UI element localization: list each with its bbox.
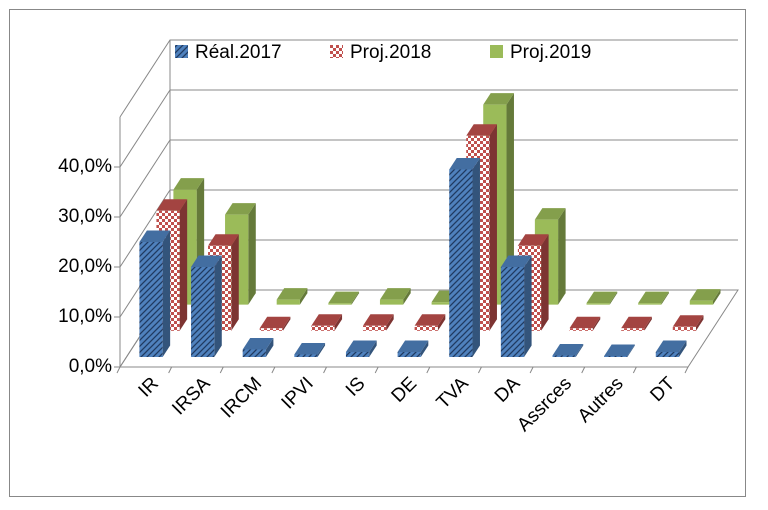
bar [655,340,687,357]
bar [586,291,618,305]
bar [379,288,411,305]
y-tick-label: 10,0% [58,306,112,327]
x-tick [323,366,327,374]
x-tick [116,366,121,374]
x-tick [529,366,534,374]
bar [397,340,429,357]
x-tick [581,366,586,374]
bar [139,230,171,357]
legend-label: Proj.2018 [350,42,431,63]
y-tick-label: 0,0% [69,356,112,377]
legend-label: Réal.2017 [195,42,282,63]
legend-swatch [175,45,188,58]
legend-label: Proj.2019 [510,42,591,63]
y-tick-label: 30,0% [58,206,112,227]
x-tick [374,366,379,374]
bar [449,157,480,357]
y-tick-label: 40,0% [58,156,112,177]
bar [672,315,704,331]
bar [191,255,222,357]
y-tick-label: 20,0% [58,256,112,277]
bar [276,288,308,305]
x-tick [426,366,431,374]
bar [414,314,446,331]
bar [328,291,360,305]
x-tick [219,366,224,374]
bar [294,342,326,357]
x-tick [684,366,689,374]
legend-swatch [330,45,343,58]
bar [638,291,669,305]
chart-frame [9,9,746,497]
bar [569,316,601,331]
bar [621,316,652,331]
bar [345,340,377,357]
bar [689,289,721,305]
x-tick [168,366,173,374]
x-tick [271,366,276,374]
bar [242,337,274,357]
bar [552,343,584,357]
x-tick [632,366,637,374]
bar [604,344,635,357]
legend-swatch [490,45,503,58]
bar [259,316,291,331]
bar [362,314,394,331]
bar [311,314,343,331]
x-tick [478,366,482,374]
bar [500,255,532,357]
